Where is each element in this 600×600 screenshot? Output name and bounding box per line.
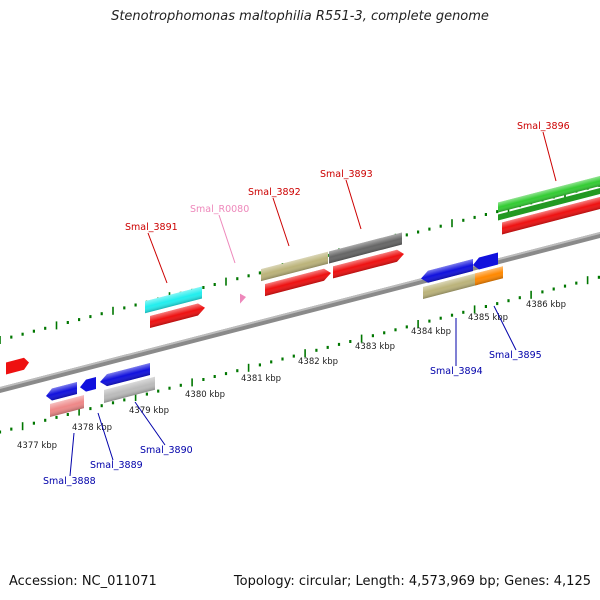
topology-text: Topology: circular; Length: 4,573,969 bp… [233,574,591,589]
kbp-label: 4382 kbp [298,357,338,367]
kbp-labels: 4377 kbp 4378 kbp 4379 kbp 4380 kbp 4381… [17,300,566,451]
forward-genes [6,176,600,375]
kbp-label: 4379 kbp [129,406,169,416]
gene-smal-3891 [145,286,205,329]
kbp-label: 4383 kbp [355,342,395,352]
gene-smal-3894 [421,259,478,300]
gene-label-smal-3888: Smal_3888 [43,476,96,487]
gene-labels: Smal_3891 Smal_R0080 Smal_3892 Smal_3893… [43,121,570,487]
gene-smal-3896 [498,176,600,235]
gene-smal-3893 [329,232,404,279]
gene-smal-r0080 [240,293,246,304]
kbp-label: 4386 kbp [526,300,566,310]
gene-left-edge [6,357,29,375]
gene-label-smal-3893: Smal_3893 [320,169,373,180]
kbp-label: 4378 kbp [72,423,112,433]
gene-smal-3889 [80,377,96,392]
accession-text: Accession: NC_011071 [9,574,157,589]
kbp-label: 4384 kbp [411,327,451,337]
kbp-label: 4385 kbp [468,313,508,323]
gene-label-smal-3890: Smal_3890 [140,445,193,456]
gene-label-smal-3896: Smal_3896 [517,121,570,132]
gene-label-smal-3892: Smal_3892 [248,187,301,198]
label-leaders [69,131,557,477]
gene-label-smal-3891: Smal_3891 [125,222,178,233]
kbp-label: 4380 kbp [185,390,225,400]
gene-label-smal-3895: Smal_3895 [489,350,542,361]
gene-label-smal-3889: Smal_3889 [90,460,143,471]
gene-label-smal-3894: Smal_3894 [430,366,483,377]
kbp-label: 4381 kbp [241,374,281,384]
gene-smal-3892 [261,251,331,297]
gene-label-smal-r0080: Smal_R0080 [190,204,249,215]
gene-smal-3895 [473,252,503,286]
reverse-genes [46,252,503,418]
gene-smal-3890 [100,363,155,403]
kbp-label: 4377 kbp [17,441,57,451]
genome-title: Stenotrophomonas maltophilia R551-3, com… [111,9,489,24]
gene-smal-3888 [46,381,84,418]
